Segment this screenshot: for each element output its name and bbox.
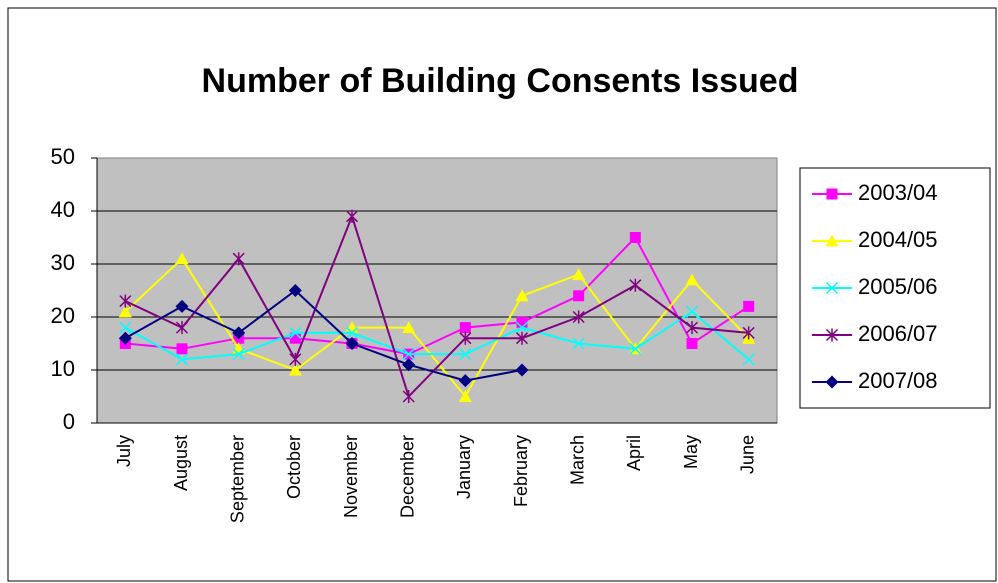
data-point xyxy=(515,321,529,334)
data-point xyxy=(289,326,302,339)
data-point xyxy=(572,268,586,281)
data-point xyxy=(289,332,301,344)
data-point xyxy=(232,348,245,361)
data-point xyxy=(743,300,755,312)
data-point xyxy=(345,337,359,350)
legend-label: 2007/08 xyxy=(858,368,938,393)
series-line xyxy=(124,257,750,399)
data-point xyxy=(629,278,642,292)
data-point xyxy=(175,252,189,265)
data-point xyxy=(572,310,585,324)
legend-marker xyxy=(826,188,838,200)
data-point xyxy=(516,316,528,328)
y-tick-label: 30 xyxy=(51,250,75,275)
data-point xyxy=(119,294,132,308)
legend-label: 2003/04 xyxy=(858,180,938,205)
y-tick-label: 50 xyxy=(51,144,75,169)
series-line xyxy=(125,235,750,356)
y-tick-label: 10 xyxy=(51,356,75,381)
x-tick-label: December xyxy=(397,435,417,518)
data-point xyxy=(402,390,415,403)
data-point xyxy=(402,348,415,361)
data-point xyxy=(288,363,302,376)
data-point xyxy=(175,321,189,335)
series-line xyxy=(124,310,750,361)
data-point xyxy=(119,321,132,334)
legend-marker xyxy=(825,328,839,342)
legend-marker xyxy=(825,234,839,247)
data-point xyxy=(685,321,699,335)
data-point xyxy=(459,322,471,334)
x-tick-label: July xyxy=(114,435,134,467)
data-point xyxy=(232,326,246,340)
legend-label: 2005/06 xyxy=(858,274,938,299)
series-line xyxy=(124,213,749,399)
x-tick-label: November xyxy=(341,435,361,518)
plot-area xyxy=(96,157,778,424)
x-tick-label: January xyxy=(454,435,474,499)
data-point xyxy=(232,252,245,266)
data-point xyxy=(459,348,472,361)
data-point xyxy=(459,331,472,345)
data-point xyxy=(742,326,755,340)
data-point xyxy=(515,289,529,302)
data-point xyxy=(515,331,529,345)
legend-marker xyxy=(825,375,839,389)
y-tick-label: 40 xyxy=(51,197,75,222)
data-point xyxy=(515,363,529,377)
data-point xyxy=(345,326,359,339)
data-point xyxy=(118,331,132,345)
x-tick-label: February xyxy=(511,435,531,507)
data-point xyxy=(176,343,188,355)
legend-marker xyxy=(825,281,839,295)
data-point xyxy=(402,358,416,372)
data-point xyxy=(118,305,132,318)
x-tick-label: October xyxy=(284,435,304,499)
series-line xyxy=(124,289,523,382)
chart-title: Number of Building Consents Issued xyxy=(202,62,799,100)
data-point xyxy=(629,232,641,243)
data-point xyxy=(458,374,472,388)
data-point xyxy=(572,337,585,350)
x-tick-label: August xyxy=(171,435,191,491)
legend-label: 2004/05 xyxy=(858,227,938,252)
data-point xyxy=(345,209,359,223)
x-tick-label: April xyxy=(624,435,644,471)
x-tick-label: September xyxy=(227,435,247,523)
data-point xyxy=(289,352,302,366)
x-tick-label: March xyxy=(567,435,587,485)
data-point xyxy=(175,299,189,313)
data-point xyxy=(742,353,755,366)
x-tick-label: June xyxy=(737,435,757,474)
data-point xyxy=(175,353,189,366)
data-point xyxy=(458,390,472,402)
y-tick-label: 0 xyxy=(63,409,75,434)
legend-label: 2006/07 xyxy=(858,321,938,346)
x-tick-label: May xyxy=(681,435,701,469)
data-point xyxy=(629,342,642,355)
data-point xyxy=(573,290,585,302)
data-point xyxy=(402,321,416,334)
data-point xyxy=(685,305,699,318)
data-point xyxy=(686,338,698,349)
data-point xyxy=(685,273,699,286)
data-point xyxy=(288,284,302,297)
y-tick-label: 20 xyxy=(51,303,75,328)
